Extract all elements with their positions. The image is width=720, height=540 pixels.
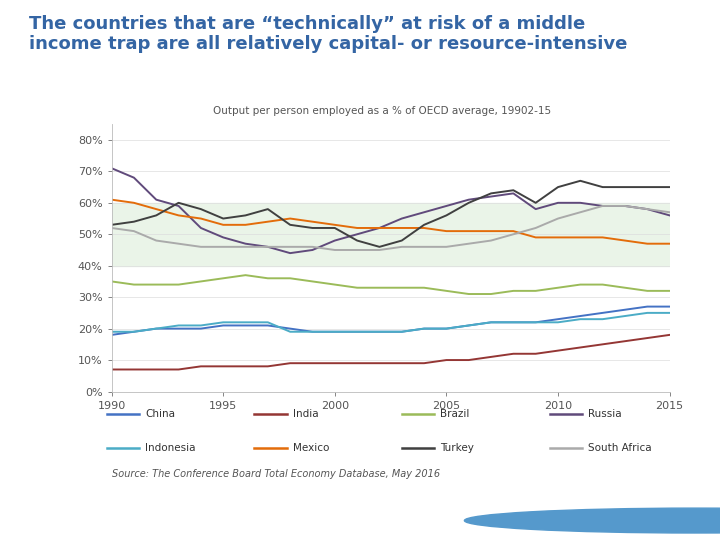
Text: Indonesia: Indonesia	[145, 443, 196, 453]
Text: The countries that are “technically” at risk of a middle
income trap are all rel: The countries that are “technically” at …	[29, 15, 627, 53]
Circle shape	[464, 508, 720, 533]
Text: 11    © 2016 The Conference Board, Inc.  |  www.conferenceboard.org: 11 © 2016 The Conference Board, Inc. | w…	[25, 515, 390, 526]
Text: Russia: Russia	[588, 409, 621, 419]
Text: China: China	[145, 409, 175, 419]
Text: Brazil: Brazil	[440, 409, 469, 419]
Text: Mexico: Mexico	[292, 443, 329, 453]
Bar	[112, 203, 670, 266]
Text: Turkey: Turkey	[440, 443, 474, 453]
Text: Output per person employed as a % of OECD average, 19902-15: Output per person employed as a % of OEC…	[212, 106, 551, 116]
Text: South Africa: South Africa	[588, 443, 652, 453]
Text: Source: The Conference Board Total Economy Database, May 2016: Source: The Conference Board Total Econo…	[112, 469, 440, 479]
Text: India: India	[292, 409, 318, 419]
